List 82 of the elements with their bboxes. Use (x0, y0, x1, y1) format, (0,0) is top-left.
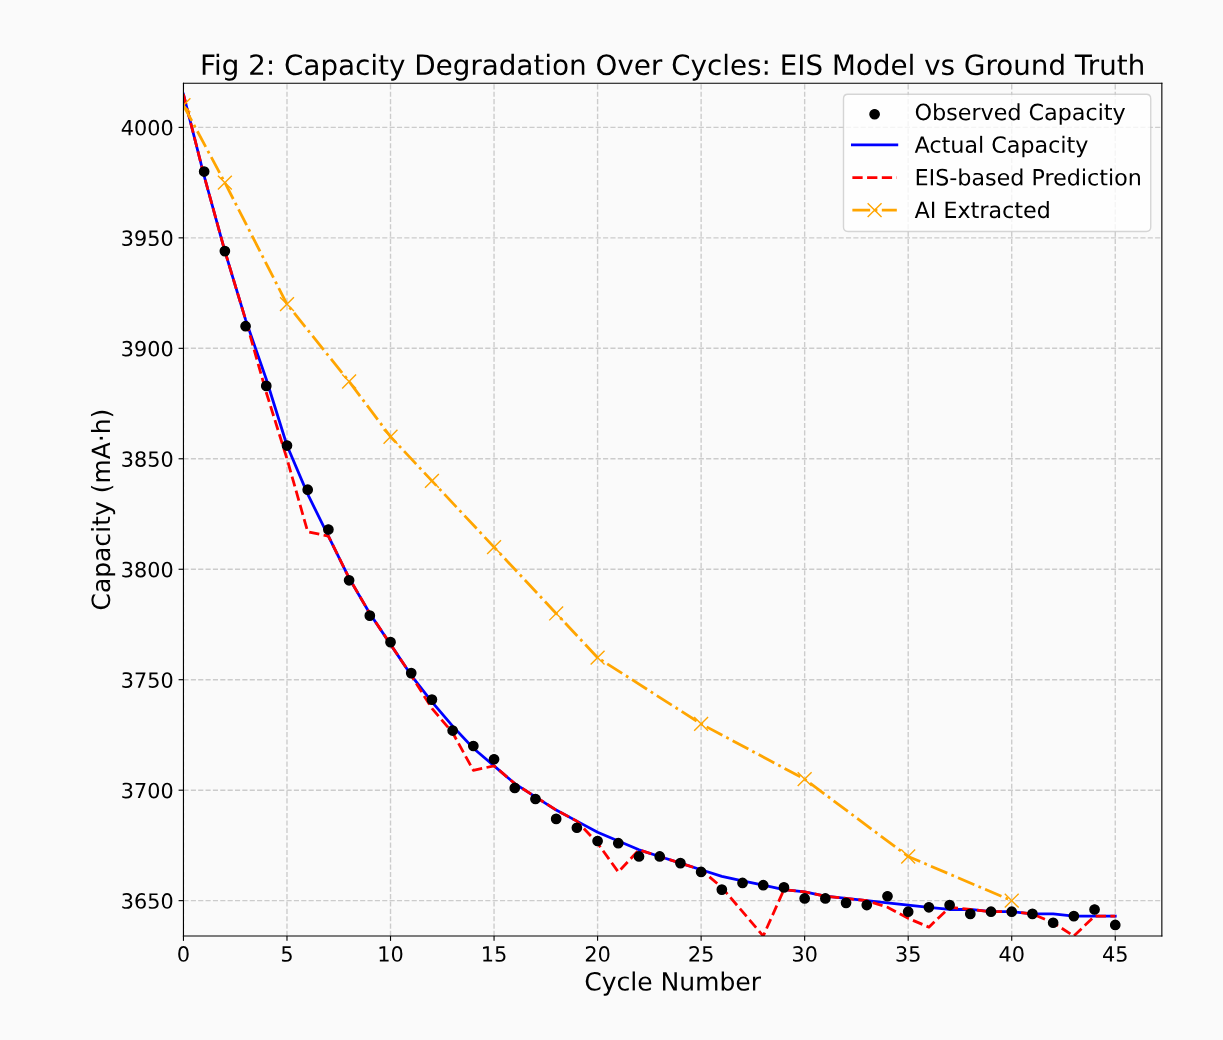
point (447, 725, 458, 736)
point (217, 174, 233, 191)
y-tick-label: 3800 (122, 561, 173, 578)
point (1047, 917, 1059, 929)
point (486, 539, 502, 555)
y-tick-label: 4000 (121, 119, 173, 136)
point (260, 380, 272, 392)
x-tick-label: 30 (792, 946, 817, 962)
point (675, 857, 686, 869)
point (985, 906, 997, 918)
point (385, 636, 396, 648)
x-tick-label: 35 (896, 946, 920, 962)
chart-title: Fig 2: Capacity Degradation Over Cycles: EIS Model vs Ground Truth (202, 53, 1143, 81)
point (467, 740, 479, 752)
point (219, 245, 231, 257)
point (902, 906, 914, 918)
point (1006, 906, 1018, 918)
point (550, 813, 562, 825)
point (1004, 893, 1020, 909)
x-tick-label: 40 (999, 946, 1024, 962)
point (424, 473, 440, 489)
point (341, 373, 357, 390)
point (964, 908, 976, 920)
point (509, 782, 521, 794)
point (364, 610, 376, 622)
x-tick-label: 45 (1103, 946, 1127, 962)
point (900, 848, 916, 865)
point (693, 716, 709, 732)
x-tick-label: 0 (178, 946, 189, 962)
point (405, 667, 417, 679)
point (797, 771, 813, 787)
point (695, 866, 707, 878)
point (302, 484, 314, 496)
y-tick-label: 3700 (122, 782, 173, 799)
point (820, 893, 831, 904)
x-tick-label: 10 (379, 946, 403, 962)
y-axis-title: Capacity (mA·h) (90, 410, 116, 610)
point (654, 851, 666, 862)
point (840, 897, 852, 909)
point (589, 649, 606, 666)
point (488, 753, 500, 765)
point (592, 835, 603, 847)
point (382, 429, 399, 445)
y-tick-label: 3650 (122, 893, 173, 909)
point (530, 793, 541, 805)
x-tick-label: 20 (585, 946, 610, 962)
y-tick-label: 3950 (122, 230, 173, 247)
point (882, 890, 893, 902)
point (281, 440, 293, 451)
point (716, 884, 728, 895)
point (778, 882, 790, 893)
point (633, 851, 645, 862)
y-tick-label: 3900 (122, 340, 173, 357)
point (1068, 910, 1080, 922)
point (279, 296, 295, 312)
point (548, 605, 564, 622)
y-tick-label: 3850 (122, 451, 173, 467)
point (612, 837, 624, 849)
point (343, 574, 355, 586)
legend-label: Observed Capacity (915, 103, 1126, 125)
point (757, 879, 769, 891)
point (198, 166, 210, 177)
point (323, 524, 334, 535)
point (426, 694, 438, 705)
y-tick-label: 3750 (122, 672, 173, 688)
point (923, 901, 935, 913)
point (571, 822, 583, 834)
legend-label: AI Extracted (914, 201, 1049, 219)
point (1027, 908, 1038, 920)
legend-label: EIS-based Prediction (916, 168, 1140, 186)
point (799, 893, 811, 904)
point (737, 877, 748, 889)
x-tick-label: 25 (689, 946, 713, 962)
point (944, 899, 955, 911)
x-tick-label: 15 (483, 946, 506, 962)
point (1109, 919, 1121, 931)
point (240, 320, 251, 332)
x-axis-title: Cycle Number (585, 971, 761, 996)
point (1089, 904, 1100, 915)
point (861, 899, 873, 911)
x-tick-label: 5 (281, 946, 292, 962)
legend-label: Actual Capacity (914, 135, 1088, 158)
